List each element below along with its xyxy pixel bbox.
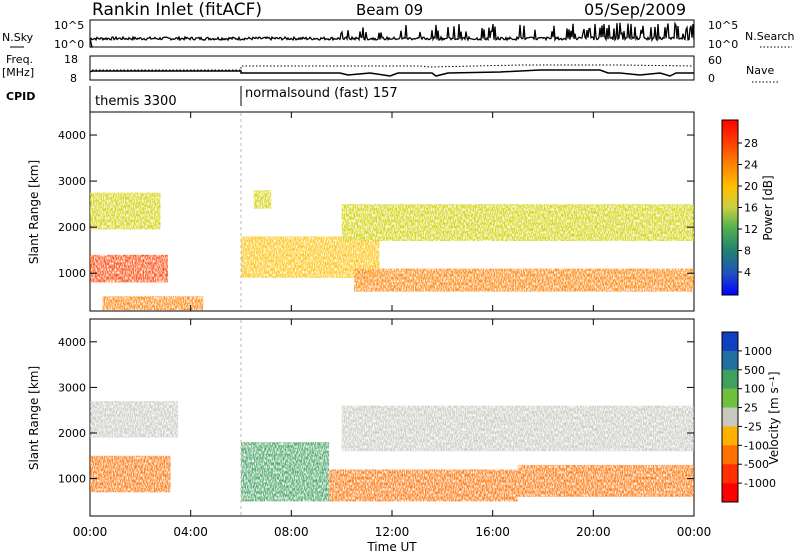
velocity-cb-tick-label-2: 100 <box>744 383 765 396</box>
velocity-ytick-label-2: 3000 <box>58 381 86 394</box>
power-region-0 <box>90 192 161 230</box>
velocity-cb-swatch-3 <box>722 388 738 408</box>
velocity-cb-tick-label-4: -25 <box>744 420 762 433</box>
nsearch-tick-bottom: 10^0 <box>708 38 738 51</box>
velocity-cb-tick-label-7: -1000 <box>744 477 776 490</box>
velocity-region-1 <box>90 455 171 493</box>
velocity-colorbar <box>721 331 739 503</box>
nsky-tick-bottom: 10^0 <box>54 38 84 51</box>
velocity-cb-swatch-7 <box>722 464 738 484</box>
xtick-label-6: 00:00 <box>677 525 712 539</box>
velocity-ytick-label-1: 2000 <box>58 427 86 440</box>
nave-tick-top: 60 <box>708 54 722 67</box>
freq-tick-top: 18 <box>64 53 78 66</box>
power-region-5 <box>354 268 694 292</box>
freq-unit-label: [MHz] <box>2 66 34 79</box>
velocity-cb-swatch-0 <box>722 332 738 352</box>
velocity-region-5 <box>517 464 694 497</box>
power-region-2 <box>102 296 204 311</box>
nave-trace <box>92 64 695 71</box>
velocity-cb-swatch-6 <box>722 445 738 465</box>
power-region-4 <box>341 204 694 241</box>
xtick-label-5: 20:00 <box>576 525 611 539</box>
velocity-cb-tick-label-1: 500 <box>744 364 765 377</box>
freq-panel-frame <box>89 55 695 81</box>
xtick-label-4: 16:00 <box>475 525 510 539</box>
velocity-region-2 <box>241 442 330 502</box>
xtick-label-3: 12:00 <box>375 525 410 539</box>
xtick-label-1: 04:00 <box>173 525 208 539</box>
velocity-ylabel: Slant Range [km] <box>27 366 41 470</box>
xtick-label-0: 00:00 <box>73 525 108 539</box>
power-colorbar <box>721 119 739 296</box>
power-cb-tick-label-1: 24 <box>744 159 758 172</box>
cpid-segment-2-label: normalsound (fast) 157 <box>245 86 398 101</box>
velocity-cb-tick-label-0: 1000 <box>744 345 772 358</box>
power-y-axis: 1000 2000 3000 4000 <box>58 129 694 280</box>
velocity-ytick-label-3: 4000 <box>58 336 86 349</box>
power-ytick-label-2: 3000 <box>58 175 86 188</box>
velocity-cb-frame <box>721 331 739 503</box>
nave-tick-bottom: 0 <box>708 72 715 85</box>
power-colorbar-label: Power [dB] <box>761 175 775 240</box>
nsearch-label: N.Search <box>745 30 795 43</box>
velocity-cb-tick-label-3: 25 <box>744 402 758 415</box>
freq-tick-bottom: 8 <box>70 72 77 85</box>
velocity-cb-swatch-2 <box>722 369 738 389</box>
velocity-cb-swatch-8 <box>722 483 738 503</box>
power-cb-tick-label-2: 20 <box>744 180 758 193</box>
velocity-cb-tick-label-5: -100 <box>744 439 769 452</box>
beam-label: Beam 09 <box>356 1 423 19</box>
nsky-label: N.Sky <box>2 31 34 44</box>
power-cb-tick-label-3: 16 <box>744 202 758 215</box>
power-region-1 <box>90 254 169 283</box>
power-ytick-label-0: 1000 <box>58 267 86 280</box>
power-heatmap <box>90 190 694 311</box>
velocity-cb-swatch-4 <box>722 407 738 427</box>
velocity-cb-swatch-5 <box>722 426 738 446</box>
nave-label: Nave <box>746 64 774 77</box>
power-region-6 <box>253 190 272 209</box>
velocity-colorbar-label: Velocity [m s⁻¹] <box>767 371 781 464</box>
time-x-axis: 00:00 04:00 08:00 12:00 16:00 20:00 00:00 <box>73 112 712 539</box>
power-ylabel: Slant Range [km] <box>27 160 41 264</box>
power-cb-tick-label-4: 12 <box>744 223 758 236</box>
velocity-cb-tick-label-6: -500 <box>744 458 769 471</box>
nsearch-tick-top: 10^5 <box>708 19 738 32</box>
xaxis-label: Time UT <box>366 540 417 554</box>
velocity-colorbar-ticks: 1000 500 100 25 -25 -100 -500 -1000 <box>738 345 776 490</box>
velocity-cb-swatch-1 <box>722 350 738 371</box>
freq-trace <box>89 69 694 77</box>
power-ytick-label-3: 4000 <box>58 129 86 142</box>
nsky-trace <box>89 21 695 48</box>
cpid-segment-1-label: themis 3300 <box>95 94 177 109</box>
cpid-label: CPID <box>6 90 35 103</box>
xtick-label-2: 08:00 <box>274 525 309 539</box>
station-title: Rankin Inlet (fitACF) <box>92 0 262 20</box>
velocity-region-0 <box>90 401 179 438</box>
velocity-heatmap <box>90 401 694 502</box>
power-ytick-label-1: 2000 <box>58 221 86 234</box>
velocity-region-4 <box>341 405 694 452</box>
nsky-tick-top: 10^5 <box>54 19 84 32</box>
velocity-y-axis: 1000 2000 3000 4000 <box>58 336 694 486</box>
velocity-ytick-label-0: 1000 <box>58 473 86 486</box>
date-label: 05/Sep/2009 <box>584 0 686 19</box>
power-colorbar-ticks: 28 24 20 16 12 8 4 <box>738 137 758 279</box>
power-cb-tick-label-0: 28 <box>744 137 758 150</box>
power-cb-tick-label-6: 4 <box>744 266 751 279</box>
power-cb-tick-label-5: 8 <box>744 245 751 258</box>
velocity-region-3 <box>329 469 518 502</box>
freq-label: Freq. <box>6 53 33 66</box>
